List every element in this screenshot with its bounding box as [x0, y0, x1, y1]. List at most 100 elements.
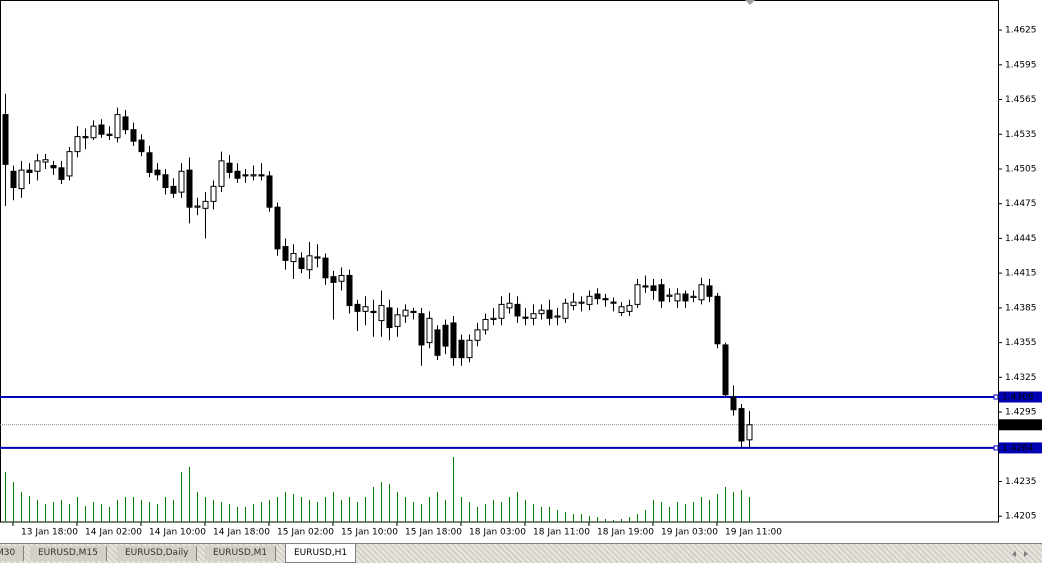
candle-body — [434, 329, 441, 356]
candle-body — [42, 159, 49, 163]
candle-body — [458, 339, 465, 359]
scroll-right[interactable] — [1024, 551, 1028, 557]
y-tick-label: 1.4355 — [1005, 338, 1037, 348]
candle-body — [218, 160, 225, 187]
x-tick-label: 15 Jan 10:00 — [341, 528, 398, 538]
candle-body — [602, 298, 609, 301]
candle-body — [426, 317, 433, 344]
candle-body — [706, 285, 713, 297]
candle-body — [626, 305, 633, 312]
y-tick-label: 1.4325 — [1005, 373, 1037, 383]
candle-body — [442, 324, 449, 347]
candle-body — [562, 302, 569, 319]
candle-body — [490, 317, 497, 320]
candle-body — [474, 329, 481, 341]
candle-body — [18, 169, 25, 190]
candle-body — [738, 408, 745, 442]
candle-body — [482, 318, 489, 331]
candle-body — [154, 169, 161, 176]
candle-body — [26, 169, 33, 173]
tab-bar: M30 EURUSD,M15 EURUSD,Daily EURUSD,M1 EURUSD… — [0, 543, 1042, 563]
candle-body — [690, 295, 697, 298]
chart-tab[interactable]: M30 — [0, 546, 25, 561]
candle-body — [258, 174, 265, 177]
candle-body — [698, 284, 705, 301]
candle-body — [354, 303, 361, 312]
candle-body — [274, 206, 281, 250]
candle-body — [282, 246, 289, 261]
candle-body — [346, 274, 353, 307]
candle-body — [386, 307, 393, 329]
candle-body — [714, 295, 721, 345]
candle-body — [570, 301, 577, 307]
candle-body — [514, 303, 521, 317]
candle-body — [226, 162, 233, 173]
candle-body — [578, 301, 585, 304]
candle-body — [610, 301, 617, 304]
candle-body — [730, 396, 737, 411]
tab-scroll[interactable] — [998, 545, 1038, 563]
candle-body — [634, 284, 641, 305]
candle-body — [362, 306, 369, 312]
chart-tab[interactable]: EURUSD,M1 — [205, 546, 277, 561]
level-box — [999, 442, 1042, 454]
candle-body — [170, 185, 177, 194]
candle-body — [546, 309, 553, 319]
candle-body — [202, 200, 209, 209]
candle-body — [618, 306, 625, 314]
candle-body — [378, 305, 385, 322]
chart-tab[interactable]: EURUSD,H1 — [285, 544, 357, 563]
candle-body — [658, 284, 665, 302]
y-tick-label: 1.4595 — [1005, 60, 1037, 70]
y-tick-label: 1.4205 — [1005, 512, 1037, 522]
candle-body — [306, 255, 313, 271]
bid-label: 1.4284 — [1002, 420, 1034, 430]
level-handle — [993, 394, 999, 400]
candle-body — [90, 125, 97, 139]
candle-body — [66, 151, 73, 177]
candle-body — [250, 174, 257, 177]
x-tick-label: 14 Jan 18:00 — [213, 528, 270, 538]
candle-body — [266, 175, 273, 208]
candle-body — [394, 314, 401, 327]
candle-body — [178, 170, 185, 193]
y-tick-label: 1.4295 — [1005, 408, 1037, 418]
candle-body — [466, 339, 473, 359]
y-tick-label: 1.4535 — [1005, 130, 1037, 140]
chart-tab[interactable]: EURUSD,Daily — [117, 546, 198, 561]
chart-tab[interactable]: EURUSD,M15 — [30, 546, 107, 561]
candle-body — [674, 293, 681, 302]
x-tick-label: 15 Jan 02:00 — [277, 528, 334, 538]
candle-body — [370, 310, 377, 314]
candle-body — [538, 309, 545, 315]
shift-marker — [745, 0, 755, 5]
level-label: 1.4308 — [1002, 392, 1034, 402]
candle-body — [242, 174, 249, 177]
candle-body — [50, 165, 57, 169]
candle-body — [122, 116, 129, 131]
candle-body — [162, 174, 169, 189]
y-tick-label: 1.4505 — [1005, 164, 1037, 174]
candle-body — [234, 170, 241, 179]
candle-body — [146, 152, 153, 173]
candle-body — [314, 256, 321, 259]
x-tick-label: 19 Jan 11:00 — [725, 528, 782, 538]
candle-body — [530, 313, 537, 319]
x-tick-label: 14 Jan 02:00 — [85, 528, 142, 538]
x-tick-label: 18 Jan 11:00 — [533, 528, 590, 538]
x-tick-label: 14 Jan 10:00 — [149, 528, 206, 538]
candle-body — [290, 252, 297, 263]
level-label: 1.4264 — [1002, 443, 1034, 453]
candle-body — [418, 313, 425, 346]
candle-body — [210, 185, 217, 202]
candle-body — [746, 424, 753, 441]
candle-body — [298, 257, 305, 270]
scroll-left[interactable] — [1012, 551, 1016, 557]
chart: 1.4625 1.4595 1.4565 1.4535 1.4505 1.4475 1.44… — [0, 0, 1042, 538]
candle-body — [450, 322, 457, 359]
y-tick-label: 1.4235 — [1005, 477, 1037, 487]
y-tick-label: 1.4385 — [1005, 303, 1037, 313]
candle-body — [74, 136, 81, 153]
x-tick-label: 18 Jan 03:00 — [469, 528, 526, 538]
